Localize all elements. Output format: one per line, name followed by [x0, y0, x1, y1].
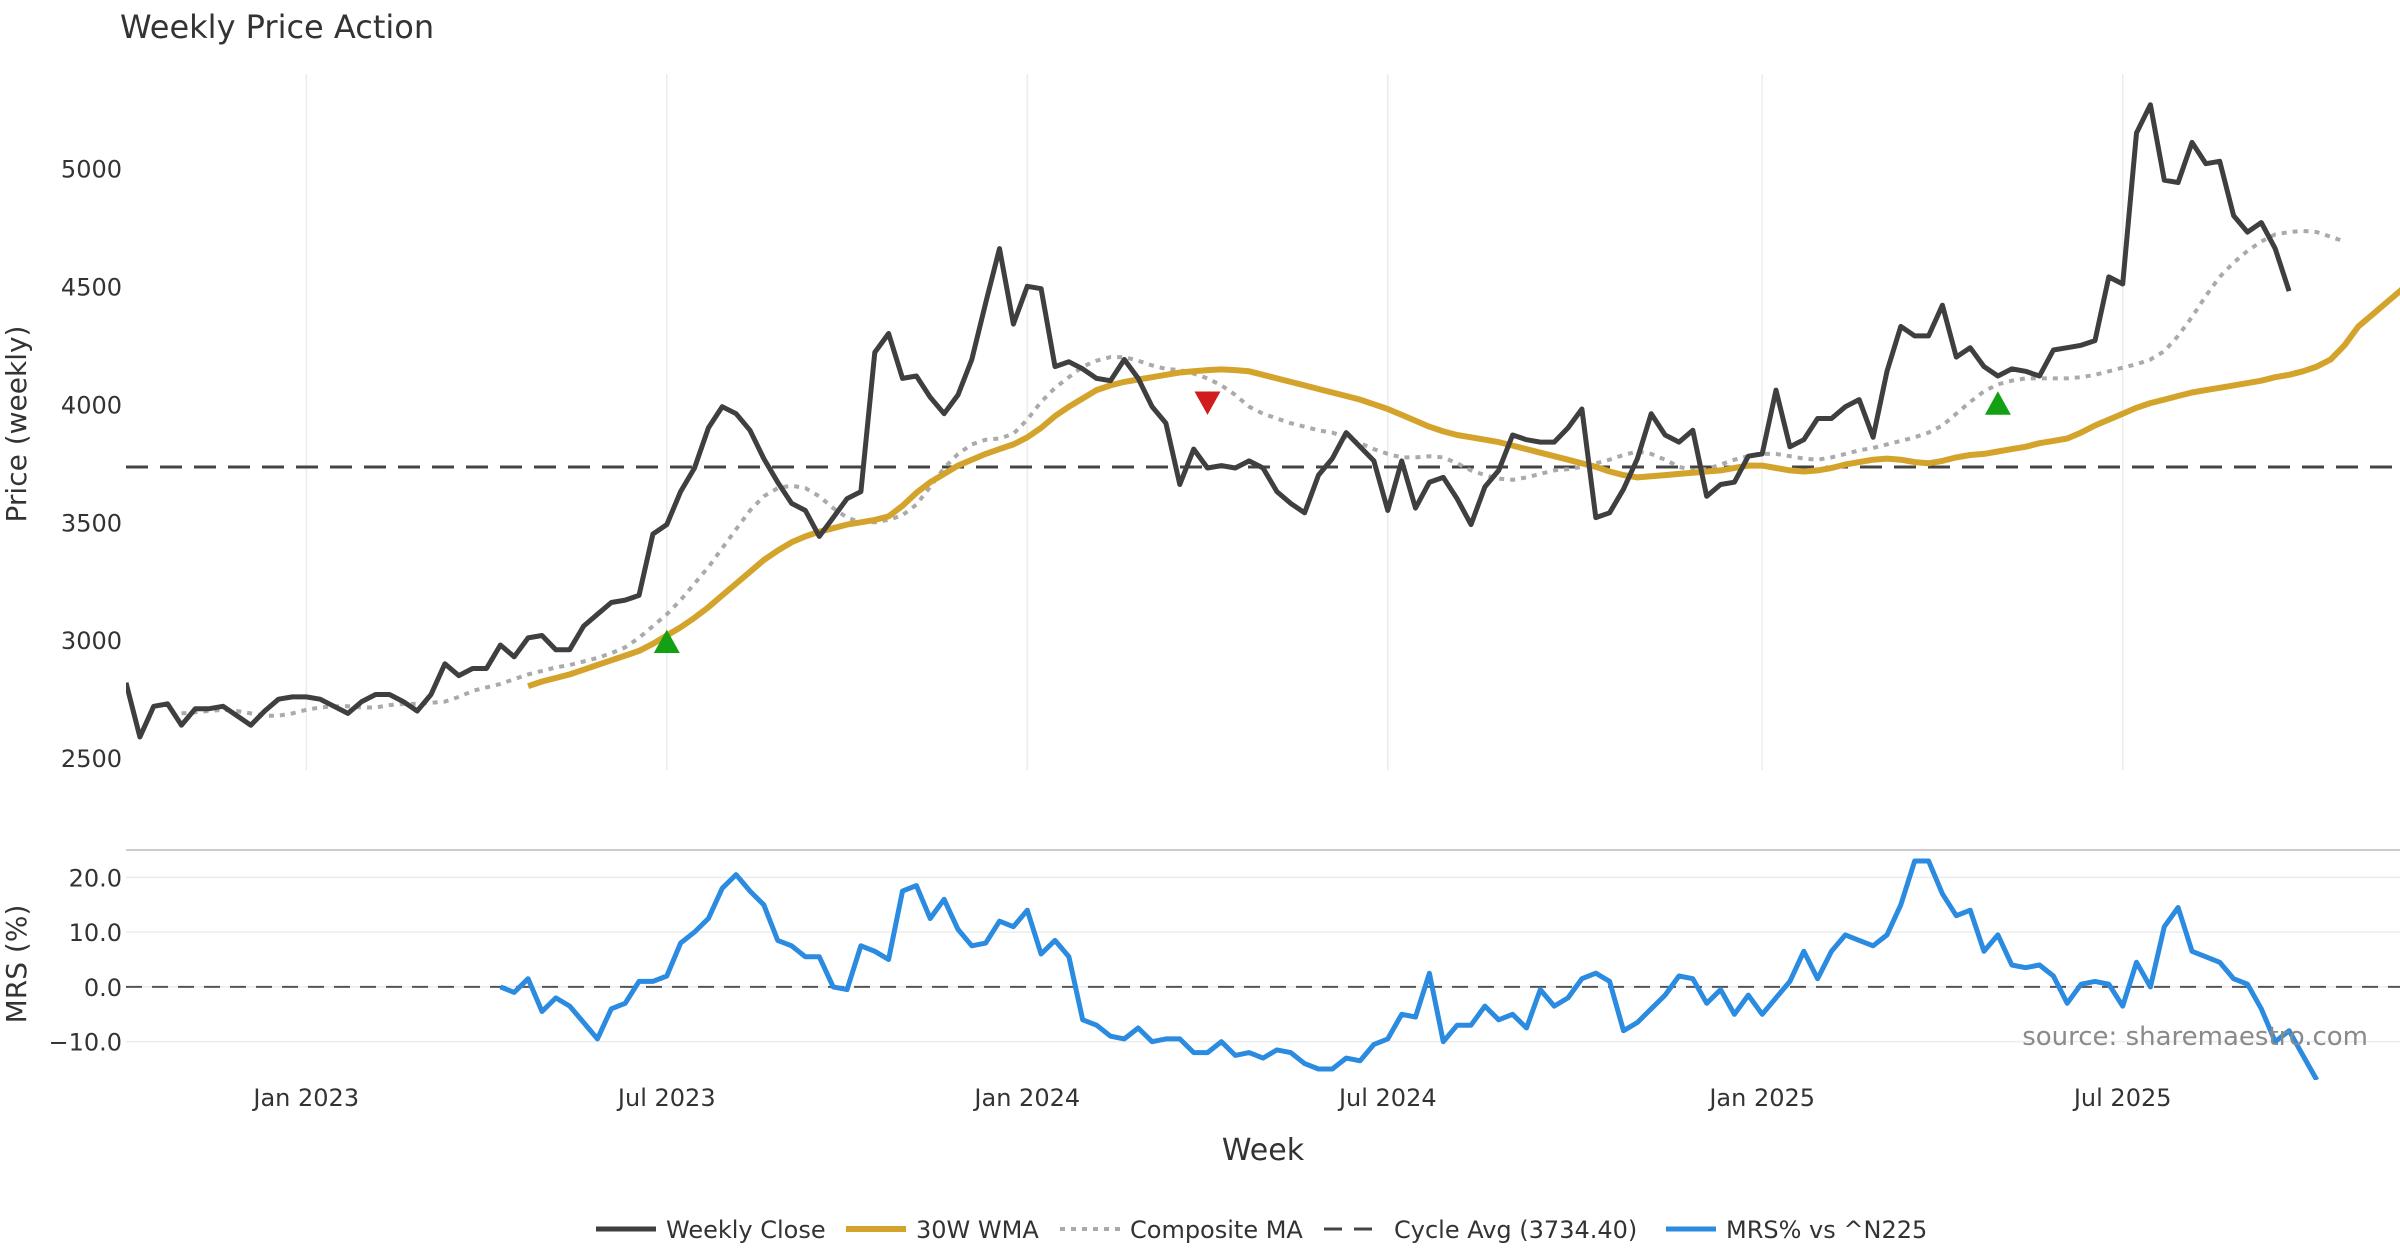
price-tick-label: 3500	[61, 509, 122, 537]
price-tick-label: 4500	[61, 273, 122, 301]
legend-label-cycle-avg: Cycle Avg (3734.40)	[1394, 1216, 1637, 1244]
mrs-tick-label: 10.0	[69, 919, 122, 947]
composite-ma-line	[181, 228, 2346, 718]
mrs-axis-label: MRS (%)	[0, 905, 33, 1024]
mrs-tick-label: 20.0	[69, 864, 122, 892]
price-tick-label: 4000	[61, 391, 122, 419]
price-plot-area	[126, 102, 2400, 740]
mrs-axis-ticks: −10.0 0.0 10.0 20.0	[48, 864, 122, 1056]
buy-signal-marker	[1984, 391, 2011, 415]
date-tick-label: Jul 2024	[1337, 1084, 1437, 1112]
date-tick-label: Jul 2025	[2072, 1084, 2172, 1112]
legend-item-weekly-close: Weekly Close	[596, 1216, 826, 1244]
price-tick-label: 2500	[61, 745, 122, 773]
wma-30w-line	[527, 287, 2400, 690]
legend-label-wma: 30W WMA	[916, 1216, 1039, 1244]
top-panel-gridlines	[305, 74, 2124, 770]
mrs-vs-n225-line	[499, 858, 2319, 1080]
price-axis-label: Price (weekly)	[0, 326, 33, 523]
price-tick-label: 3000	[61, 627, 122, 655]
chart-title: Weekly Price Action	[120, 8, 434, 46]
date-tick-label: Jan 2025	[1707, 1084, 1815, 1112]
legend-label-weekly-close: Weekly Close	[666, 1216, 826, 1244]
legend-item-composite-ma: Composite MA	[1060, 1216, 1303, 1244]
date-axis-label: Week	[1222, 1133, 1305, 1168]
mrs-plot-area	[126, 858, 2400, 1080]
mrs-tick-label: 0.0	[84, 974, 122, 1002]
legend-item-mrs: MRS% vs ^N225	[1666, 1216, 1927, 1244]
mrs-tick-label: −10.0	[48, 1029, 122, 1057]
date-tick-label: Jan 2024	[972, 1084, 1080, 1112]
price-axis-ticks: 2500 3000 3500 4000 4500 5000	[61, 155, 122, 773]
date-axis-ticks: Jan 2023 Jul 2023 Jan 2024 Jul 2024 Jan 2025…	[251, 1084, 2171, 1112]
legend-item-wma: 30W WMA	[846, 1216, 1039, 1244]
bottom-panel-gridlines	[126, 876, 2400, 1043]
price-tick-label: 5000	[61, 155, 122, 183]
buy-signal-marker	[653, 629, 680, 653]
date-tick-label: Jan 2023	[251, 1084, 359, 1112]
legend: Weekly Close 30W WMA Composite MA Cycle …	[596, 1216, 1927, 1244]
source-note: source: sharemaestro.com	[2022, 1022, 2368, 1052]
date-tick-label: Jul 2023	[616, 1084, 716, 1112]
weekly-close-line	[126, 102, 2292, 740]
legend-label-composite-ma: Composite MA	[1130, 1216, 1303, 1244]
signal-markers	[653, 391, 2011, 653]
legend-item-cycle-avg: Cycle Avg (3734.40)	[1324, 1216, 1637, 1244]
sell-signal-marker	[1194, 391, 1221, 415]
legend-label-mrs: MRS% vs ^N225	[1726, 1216, 1927, 1244]
